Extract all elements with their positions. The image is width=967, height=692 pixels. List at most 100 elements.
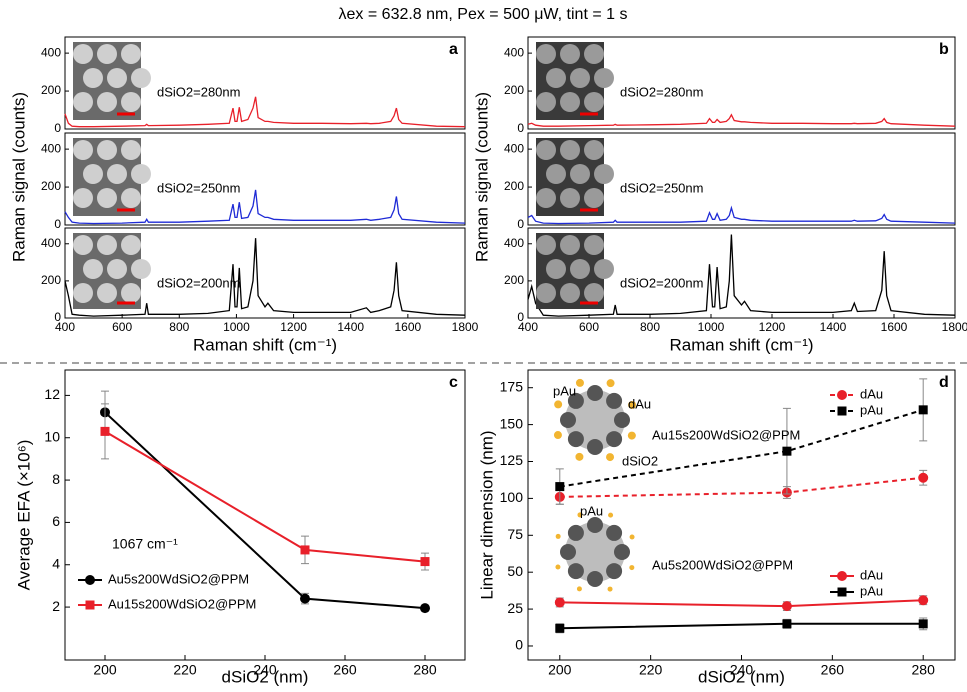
sem-particle [584, 188, 604, 208]
y-tick-label: 200 [41, 179, 61, 193]
y-tick-label: 10 [44, 428, 60, 444]
y-tick-label: 4 [52, 555, 60, 571]
marker [300, 545, 310, 555]
spectrum [64, 189, 466, 225]
x-axis-label: dSiO2 (nm) [698, 667, 785, 686]
x-tick-label: 280 [413, 662, 437, 678]
x-axis-label: Raman shift (cm⁻¹) [669, 335, 813, 354]
sem-particle [97, 283, 117, 303]
marker [555, 482, 565, 492]
marker [782, 446, 792, 456]
plot-frame [527, 227, 956, 319]
y-tick-label: 50 [507, 563, 523, 579]
annotation: Au5s200WdSiO2@PPM [652, 557, 793, 572]
y-tick-label: 400 [504, 45, 524, 59]
sem-particle [536, 140, 556, 160]
sem-particle [121, 188, 141, 208]
marker [85, 575, 95, 585]
x-tick-label: 280 [912, 662, 936, 678]
schematic-gold [554, 400, 563, 409]
spectrum [64, 96, 466, 128]
x-tick-label: 240 [730, 662, 754, 678]
marker [85, 600, 95, 610]
marker [555, 623, 565, 633]
schematic-sphere [587, 571, 603, 587]
x-tick-label: 200 [548, 662, 572, 678]
schematic-gold [627, 431, 636, 440]
x-tick-label: 1800 [452, 320, 479, 334]
legend-label: Au5s200WdSiO2@PPM [108, 571, 249, 586]
sem-particle [73, 235, 93, 255]
sem-particle [73, 188, 93, 208]
y-tick-label: 175 [500, 378, 524, 394]
sem-particle [536, 188, 556, 208]
annotation: dSiO2 [622, 453, 658, 468]
y-tick-label: 125 [500, 452, 524, 468]
series-line [559, 599, 924, 608]
sem-particle [73, 283, 93, 303]
y-tick-label: 100 [500, 489, 524, 505]
y-tick-label: 200 [41, 83, 61, 97]
marker [837, 587, 847, 597]
y-axis-label: Average EFA (×10⁶) [14, 440, 33, 591]
sem-particle [97, 92, 117, 112]
x-tick-label: 1800 [942, 320, 967, 334]
series-label: dSiO2=280nm [620, 84, 703, 99]
sem-particle [560, 92, 580, 112]
series-label: dSiO2=280nm [157, 84, 240, 99]
sem-particle [97, 188, 117, 208]
sem-particle [584, 92, 604, 112]
x-tick-label: 1400 [337, 320, 364, 334]
y-tick-label: 400 [41, 236, 61, 250]
x-tick-label: 600 [112, 320, 132, 334]
legend-label: pAu [860, 583, 883, 598]
schematic-sphere [567, 524, 584, 541]
x-tick-label: 260 [821, 662, 845, 678]
marker [420, 557, 430, 567]
x-tick-label: 800 [640, 320, 660, 334]
y-tick-label: 400 [41, 45, 61, 59]
marker [781, 601, 792, 612]
x-tick-label: 1200 [280, 320, 307, 334]
schematic-gold [607, 586, 613, 592]
annotation: pAu [580, 503, 603, 518]
sem-particle [560, 283, 580, 303]
series-label: dSiO2=250nm [620, 180, 703, 195]
schematic-sphere [560, 412, 576, 428]
sem-particle [107, 68, 127, 88]
series-label: dSiO2=200nm [620, 275, 703, 290]
spectrum [527, 205, 956, 225]
legend-label: dAu [860, 567, 883, 582]
y-tick-label: 200 [504, 83, 524, 97]
schematic-gold [555, 564, 561, 570]
sem-particle [121, 235, 141, 255]
sem-particle [536, 283, 556, 303]
sem-particle [594, 68, 614, 88]
x-tick-label: 400 [55, 320, 75, 334]
sem-particle [546, 259, 566, 279]
spectrum [527, 113, 956, 127]
series-line [559, 476, 924, 498]
schematic-sphere [606, 563, 623, 580]
y-tick-label: 200 [504, 273, 524, 287]
y-tick-label: 12 [44, 386, 60, 402]
x-tick-label: 1400 [820, 320, 847, 334]
panel-label: d [939, 374, 949, 391]
x-tick-label: 260 [333, 662, 357, 678]
schematic-sphere [587, 385, 603, 401]
x-tick-label: 400 [518, 320, 538, 334]
sem-particle [83, 259, 103, 279]
panel-label: a [449, 41, 458, 58]
y-tick-label: 200 [41, 273, 61, 287]
sem-particle [584, 283, 604, 303]
series-label: dSiO2=200nm [157, 275, 240, 290]
x-tick-label: 800 [169, 320, 189, 334]
marker [100, 426, 110, 436]
sem-particle [546, 164, 566, 184]
schematic-gold [606, 453, 615, 462]
sem-particle [536, 44, 556, 64]
schematic-gold [628, 400, 637, 409]
sem-particle [536, 92, 556, 112]
sem-particle [560, 188, 580, 208]
